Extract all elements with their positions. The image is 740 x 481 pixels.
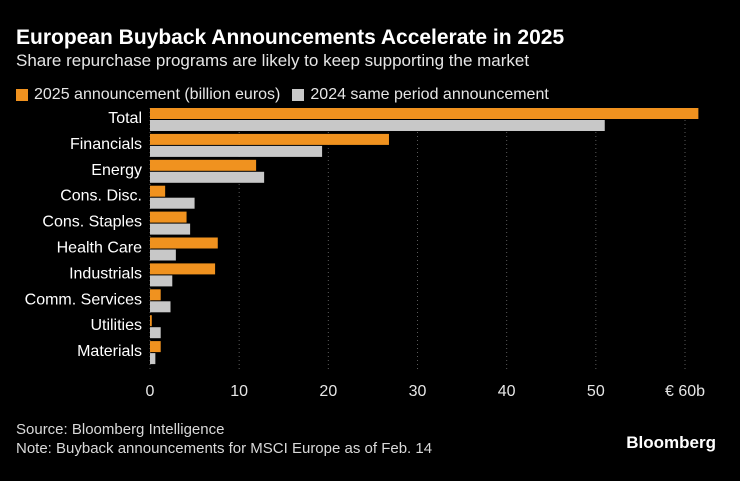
chart-title: European Buyback Announcements Accelerat… xyxy=(16,26,565,49)
bar-2025 xyxy=(150,108,699,119)
bar-2025 xyxy=(150,237,218,249)
bar-2025 xyxy=(150,185,166,197)
bar-2025 xyxy=(150,315,152,327)
bar-2024 xyxy=(150,197,195,209)
source-note: Source: Bloomberg Intelligence xyxy=(16,421,225,438)
legend-swatch-2025 xyxy=(16,89,28,101)
x-tick-label: 40 xyxy=(498,383,516,400)
x-tick-label: 0 xyxy=(146,383,155,400)
x-tick-label: € 60b xyxy=(665,383,705,400)
bar-2025 xyxy=(150,159,257,171)
legend-label-2025: 2025 announcement (billion euros) xyxy=(34,86,281,103)
chart-subtitle: Share repurchase programs are likely to … xyxy=(16,51,530,70)
x-tick-label: 10 xyxy=(230,383,248,400)
bar-2025 xyxy=(150,211,187,223)
x-tick-label: 20 xyxy=(319,383,337,400)
bar-2025 xyxy=(150,133,389,145)
category-label: Total xyxy=(108,110,142,127)
category-label: Materials xyxy=(77,343,142,360)
x-tick-label: 30 xyxy=(409,383,427,400)
bar-2024 xyxy=(150,171,265,183)
bar-2025 xyxy=(150,263,216,275)
chart-legend: 2025 announcement (billion euros) 2024 s… xyxy=(16,86,561,104)
category-label: Energy xyxy=(91,162,142,179)
legend-item-2024: 2024 same period announcement xyxy=(292,86,549,104)
category-label: Cons. Staples xyxy=(42,214,142,231)
bar-2024 xyxy=(150,120,605,131)
category-label: Health Care xyxy=(57,240,142,257)
category-label: Financials xyxy=(70,136,142,153)
category-label: Comm. Services xyxy=(25,291,142,308)
bar-2024 xyxy=(150,223,191,235)
x-tick-label: 50 xyxy=(587,383,605,400)
category-label: Industrials xyxy=(69,265,142,282)
bar-2024 xyxy=(150,327,161,339)
legend-swatch-2024 xyxy=(292,89,305,101)
category-label: Utilities xyxy=(90,317,142,334)
bar-2024 xyxy=(150,249,176,261)
bar-2025 xyxy=(150,289,161,301)
bloomberg-logo: Bloomberg xyxy=(626,433,716,452)
bar-2024 xyxy=(150,353,156,365)
bar-2024 xyxy=(150,275,173,287)
footnote: Note: Buyback announcements for MSCI Eur… xyxy=(16,440,433,457)
legend-label-2024: 2024 same period announcement xyxy=(310,86,549,103)
category-label: Cons. Disc. xyxy=(60,188,142,205)
bar-2024 xyxy=(150,301,171,313)
bar-2024 xyxy=(150,145,323,157)
bar-2025 xyxy=(150,341,161,353)
legend-item-2025: 2025 announcement (billion euros) xyxy=(16,86,280,104)
